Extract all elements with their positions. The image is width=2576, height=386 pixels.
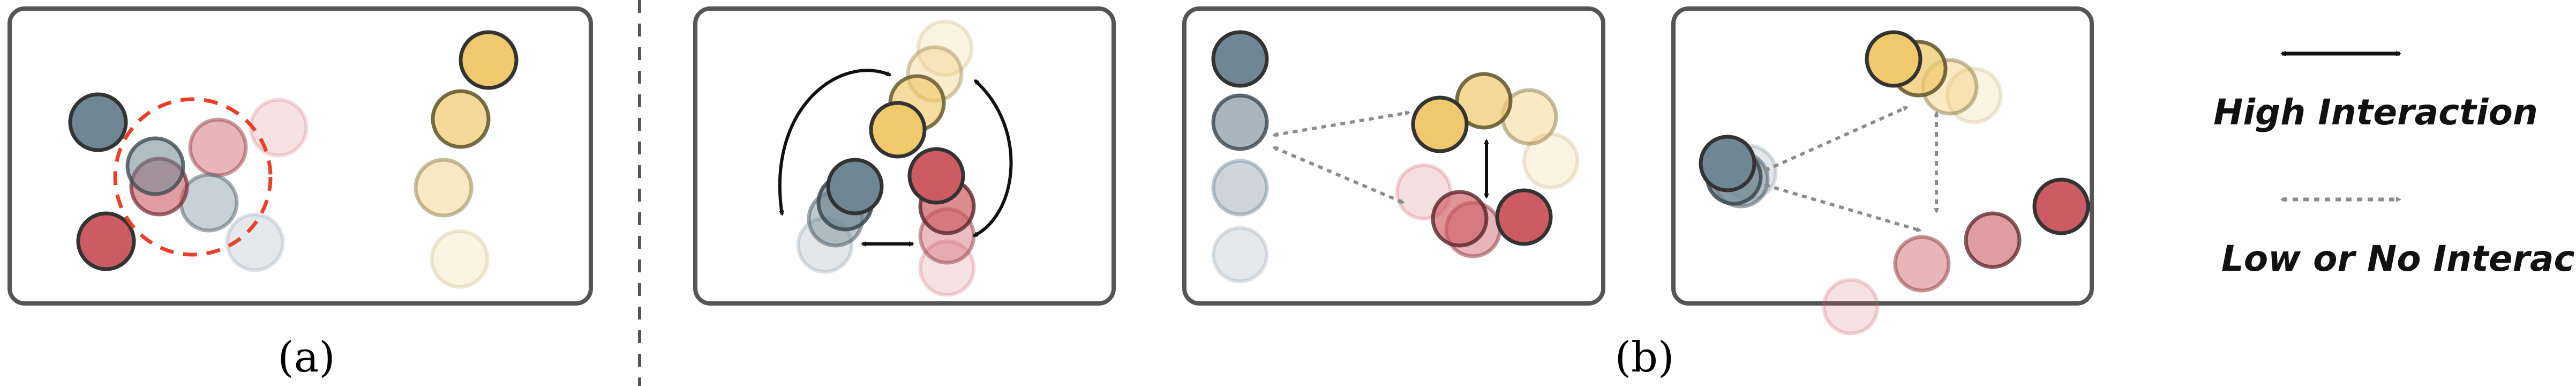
panel-b3-arrows	[1763, 106, 1939, 232]
interaction-range-circle	[113, 97, 273, 257]
agent-red-light	[188, 117, 248, 177]
agent-yellow-solid	[459, 30, 519, 90]
panel-b2-arrows	[1272, 110, 1489, 204]
agent-blue-light	[179, 173, 239, 233]
agent-blue-mid	[125, 136, 185, 196]
panel-a-label: (a)	[277, 333, 335, 382]
legend: High Interaction Low or No Interaction	[2213, 51, 2576, 279]
agent-blue-faint	[225, 212, 285, 272]
panel-b-label: (b)	[1615, 333, 1674, 382]
legend-low-label: Low or No Interaction	[2221, 238, 2576, 279]
panel-b3-agents	[1699, 30, 2090, 336]
agent-yellow-mid	[431, 89, 491, 149]
panel-a-frame	[7, 6, 593, 306]
agent-blue-solid	[68, 92, 128, 152]
panel-b2-agents	[1211, 30, 1580, 284]
agent-red-faint	[249, 98, 309, 158]
agent-red-solid	[76, 211, 136, 271]
panel-b1-arrows	[778, 69, 1013, 247]
panel-a-agents	[68, 30, 519, 289]
agent-yellow-light	[414, 158, 474, 218]
legend-high-label: High Interaction	[2213, 92, 2538, 133]
agent-yellow-faint	[430, 229, 490, 289]
